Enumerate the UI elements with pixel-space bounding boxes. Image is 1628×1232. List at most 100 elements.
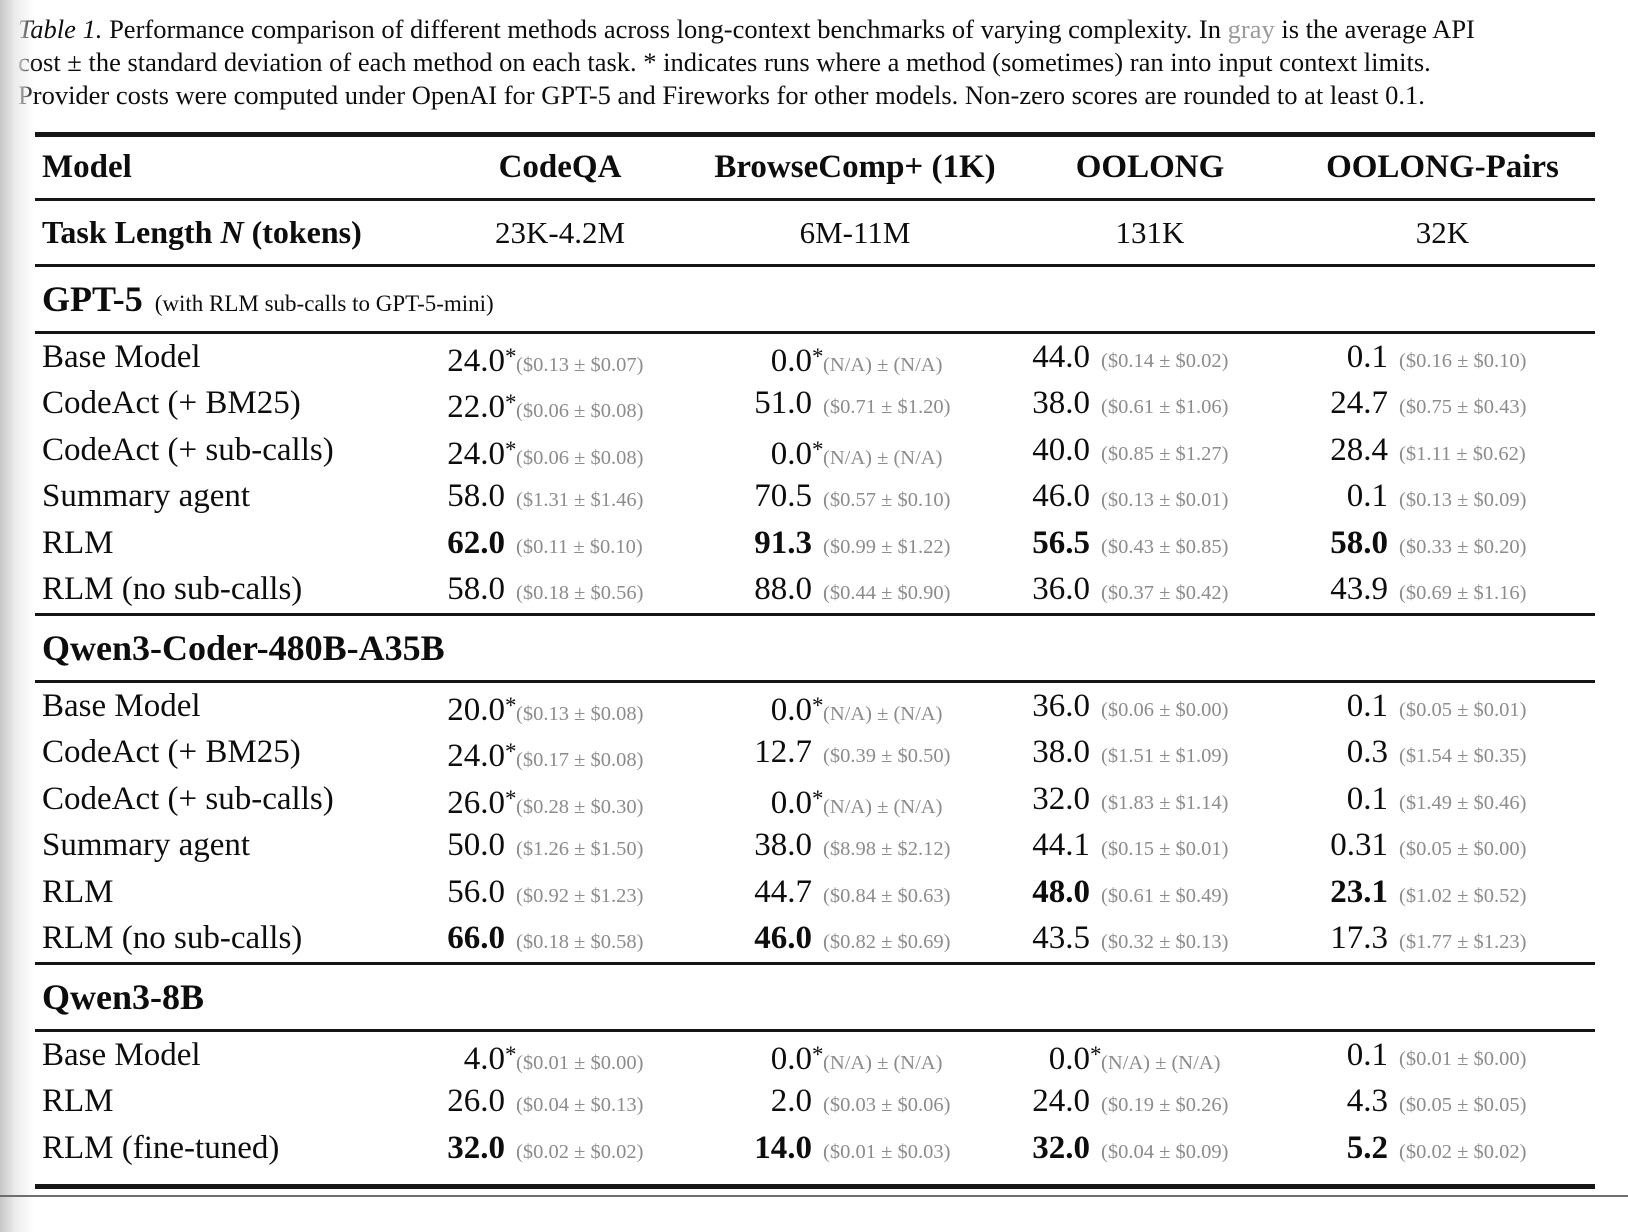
model-name: CodeAct (+ sub-calls) xyxy=(42,780,334,817)
table-row: CodeAct (+ sub-calls) 26.0* ($0.28 ± $0.30… xyxy=(35,776,1595,823)
score-cell: 12.7 ($0.39 ± $0.50) xyxy=(700,729,1010,784)
score-cell: 23.1 ($1.02 ± $0.52) xyxy=(1290,869,1595,920)
score-cell: 4.3 ($0.05 ± $0.05) xyxy=(1290,1078,1595,1129)
score-value: 22.0* xyxy=(447,389,517,425)
cost-value: ($0.19 ± $0.26) xyxy=(1101,1094,1229,1116)
table-row: RLM (fine-tuned) 32.0 ($0.02 ± $0.02) 14.0 (… xyxy=(35,1125,1595,1172)
task-length-value: 23K-4.2M xyxy=(494,214,626,250)
score-value: 26.0* xyxy=(447,784,517,821)
score-cell: 50.0 ($1.26 ± $1.50) xyxy=(420,822,700,873)
cost-value: ($1.11 ± $0.62) xyxy=(1399,442,1526,465)
cost-value: (N/A) ± (N/A) xyxy=(823,353,943,376)
score-value: 91.3 xyxy=(754,524,812,561)
section-title: Qwen3-Coder-480B-A35B xyxy=(42,627,445,668)
score-value: 24.0 xyxy=(1032,1083,1090,1119)
model-name: CodeAct (+ BM25) xyxy=(42,385,301,421)
task-length-value: 131K xyxy=(1115,214,1185,250)
cost-value: ($0.06 ± $0.08) xyxy=(516,400,644,422)
score-cell: 0.31 ($0.05 ± $0.00) xyxy=(1290,822,1595,873)
cost-value: ($0.99 ± $1.22) xyxy=(823,535,951,558)
table-row: RLM 26.0 ($0.04 ± $0.13) 2.0 ($0.03 ± $0.06)… xyxy=(35,1078,1595,1125)
score-cell: 0.0* (N/A) ± (N/A) xyxy=(700,776,1010,831)
score-cell: 0.0* (N/A) ± (N/A) xyxy=(700,427,1010,482)
model-name: RLM (fine-tuned) xyxy=(42,1129,280,1166)
table-row: Summary agent 50.0 ($1.26 ± $1.50) 38.0 ($8.… xyxy=(35,822,1595,869)
task-label-post: (tokens) xyxy=(243,213,362,250)
score-cell: 14.0 ($0.01 ± $0.03) xyxy=(700,1125,1010,1176)
score-cell: 22.0* ($0.06 ± $0.08) xyxy=(420,380,700,435)
score-cell: 0.1 ($0.01 ± $0.00) xyxy=(1290,1032,1595,1087)
cost-value: (N/A) ± (N/A) xyxy=(823,702,943,725)
score-value: 88.0 xyxy=(754,571,812,607)
score-cell: 0.1 ($0.13 ± $0.09) xyxy=(1290,473,1595,524)
score-value: 12.7 xyxy=(754,734,812,770)
score-cell: 43.5 ($0.32 ± $0.13) xyxy=(1010,915,1290,966)
score-cell: 48.0 ($0.61 ± $0.49) xyxy=(1010,869,1290,920)
score-value: 56.5 xyxy=(1032,524,1090,561)
window-divider-line xyxy=(0,1195,1628,1197)
column-header: Model xyxy=(42,148,132,185)
cost-value: ($0.84 ± $0.63) xyxy=(823,884,951,907)
score-cell: 24.0* ($0.17 ± $0.08) xyxy=(420,729,700,784)
score-value: 58.0 xyxy=(1330,524,1388,561)
score-cell: 24.7 ($0.75 ± $0.43) xyxy=(1290,380,1595,435)
cost-value: ($0.18 ± $0.56) xyxy=(516,582,644,604)
table-row: Base Model 20.0* ($0.13 ± $0.08) 0.0* (N/A) … xyxy=(35,683,1595,730)
score-cell: 0.1 ($0.05 ± $0.01) xyxy=(1290,683,1595,738)
score-cell: 58.0 ($1.31 ± $1.46) xyxy=(420,473,700,524)
cost-value: ($0.05 ± $0.05) xyxy=(1399,1094,1527,1116)
score-value: 0.3 xyxy=(1346,734,1388,770)
cost-value: ($0.02 ± $0.02) xyxy=(516,1140,644,1163)
cost-value: ($0.33 ± $0.20) xyxy=(1399,535,1527,558)
score-cell: 62.0 ($0.11 ± $0.10) xyxy=(420,520,700,571)
score-value: 38.0 xyxy=(1032,385,1090,421)
table-rule xyxy=(35,679,1595,683)
score-value: 0.1 xyxy=(1346,338,1388,375)
score-value: 0.0* xyxy=(770,691,824,728)
score-cell: 44.0 ($0.14 ± $0.02) xyxy=(1010,334,1290,389)
score-cell: 17.3 ($1.77 ± $1.23) xyxy=(1290,915,1595,966)
model-name: RLM (no sub-calls) xyxy=(42,571,303,607)
section-heading: GPT-5 (with RLM sub-calls to GPT-5-mini) xyxy=(35,267,1595,331)
score-value: 20.0* xyxy=(447,691,517,728)
cost-value: ($0.71 ± $1.20) xyxy=(823,396,951,418)
score-value: 2.0 xyxy=(770,1083,812,1119)
score-cell: 44.1 ($0.15 ± $0.01) xyxy=(1010,822,1290,873)
column-header: BrowseComp+ (1K) xyxy=(714,148,996,185)
score-value: 0.1 xyxy=(1346,1036,1388,1073)
score-value: 58.0 xyxy=(447,571,505,607)
score-value: 5.2 xyxy=(1346,1129,1388,1166)
score-cell: 38.0 ($0.61 ± $1.06) xyxy=(1010,380,1290,435)
cost-value: ($0.01 ± $0.03) xyxy=(823,1140,951,1163)
model-name: RLM xyxy=(42,873,114,910)
table-row: CodeAct (+ BM25) 22.0* ($0.06 ± $0.08) 51.0… xyxy=(35,380,1595,427)
score-value: 44.7 xyxy=(754,873,812,910)
cost-value: ($0.13 ± $0.01) xyxy=(1101,489,1229,511)
score-value: 24.0* xyxy=(447,435,517,472)
score-cell: 66.0 ($0.18 ± $0.58) xyxy=(420,915,700,966)
score-value: 17.3 xyxy=(1330,920,1388,956)
cost-value: (N/A) ± (N/A) xyxy=(823,1051,943,1074)
score-value: 32.0 xyxy=(1032,1129,1090,1166)
score-cell: 0.0* (N/A) ± (N/A) xyxy=(700,683,1010,738)
score-cell: 40.0 ($0.85 ± $1.27) xyxy=(1010,427,1290,482)
cost-value: ($1.83 ± $1.14) xyxy=(1101,791,1229,814)
cost-value: ($0.43 ± $0.85) xyxy=(1101,535,1229,558)
section-subtitle: (with RLM sub-calls to GPT-5-mini) xyxy=(154,290,494,316)
cost-value: ($0.04 ± $0.09) xyxy=(1101,1140,1229,1163)
score-value: 0.31 xyxy=(1330,827,1388,863)
cost-value: ($0.61 ± $0.49) xyxy=(1101,884,1229,907)
score-cell: 26.0* ($0.28 ± $0.30) xyxy=(420,776,700,831)
score-cell: 0.1 ($0.16 ± $0.10) xyxy=(1290,334,1595,389)
score-value: 4.0* xyxy=(463,1040,517,1077)
section-title: GPT-5 xyxy=(42,278,143,319)
score-value: 44.1 xyxy=(1032,827,1090,863)
cost-value: ($0.13 ± $0.09) xyxy=(1399,489,1527,511)
caption-table-label: Table 1. xyxy=(18,14,103,44)
score-value: 28.4 xyxy=(1330,431,1388,468)
score-cell: 4.0* ($0.01 ± $0.00) xyxy=(420,1032,700,1087)
score-value: 0.0* xyxy=(1048,1040,1102,1077)
score-value: 70.5 xyxy=(754,478,812,514)
cost-value: ($0.15 ± $0.01) xyxy=(1101,838,1229,860)
model-name: RLM (no sub-calls) xyxy=(42,920,303,956)
